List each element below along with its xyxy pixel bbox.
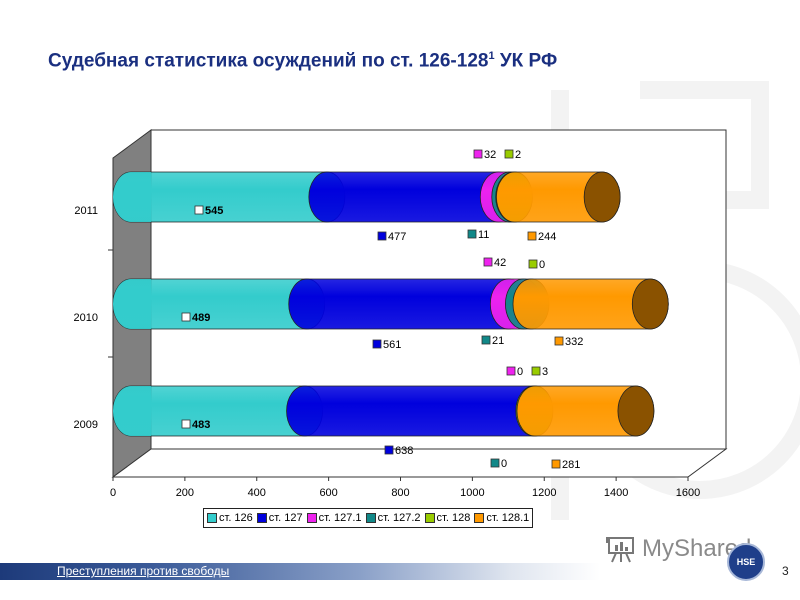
logo-label: HSE	[736, 557, 756, 567]
data-label: 477	[388, 231, 406, 243]
data-label-swatch	[504, 149, 514, 159]
data-label: 561	[383, 339, 401, 351]
data-label-swatch	[527, 231, 537, 241]
data-label: 21	[492, 335, 504, 347]
page-number: 3	[782, 564, 789, 578]
legend-item: ст. 127	[256, 512, 303, 524]
data-label-swatch	[506, 366, 516, 376]
bar-end-cap	[617, 385, 655, 437]
legend-item: ст. 127.2	[365, 512, 421, 524]
data-label: 489	[192, 312, 210, 324]
title-text: Судебная статистика осуждений по ст. 126…	[48, 50, 489, 72]
data-label-swatch	[194, 205, 204, 215]
legend-label: ст. 128	[436, 512, 471, 524]
data-label: 2	[515, 149, 521, 161]
category-label: 2009	[74, 419, 98, 431]
data-label: 3	[542, 366, 548, 378]
data-label: 483	[192, 419, 210, 431]
title-superscript: 1	[488, 50, 495, 62]
legend-swatch-icon	[306, 513, 317, 523]
data-label-swatch	[372, 339, 382, 349]
chart-floor	[111, 448, 728, 478]
data-label: 32	[484, 149, 496, 161]
data-label: 11	[478, 229, 489, 241]
chart-legend: ст. 126 ст. 127 ст. 127.1 ст. 127.2 ст. 128 с…	[203, 508, 534, 528]
x-tick-label: 800	[391, 487, 409, 499]
data-label: 638	[395, 445, 413, 457]
legend-swatch-icon	[474, 513, 485, 523]
presentation-board-icon	[606, 537, 634, 563]
x-tick-label: 1200	[532, 487, 556, 499]
legend-swatch-icon	[207, 513, 217, 523]
x-tick-label: 1000	[460, 487, 484, 499]
data-label-swatch	[181, 419, 191, 429]
legend-label: ст. 127	[268, 512, 303, 524]
data-label-swatch	[490, 458, 500, 468]
data-label-swatch	[528, 259, 538, 269]
title-tail: УК РФ	[494, 50, 558, 72]
x-tick-label: 0	[110, 487, 116, 499]
data-label-swatch	[531, 366, 541, 376]
data-label: 281	[562, 459, 580, 471]
x-tick-label: 600	[319, 487, 337, 499]
bar-end-cap	[631, 278, 669, 330]
legend-swatch-icon	[424, 513, 435, 523]
data-label-swatch	[384, 445, 394, 455]
legend-item: ст. 128.1	[474, 512, 529, 524]
legend-label: ст. 128.1	[486, 512, 530, 524]
data-label-swatch	[181, 312, 191, 322]
data-label-swatch	[554, 336, 564, 346]
legend-swatch-icon	[365, 513, 376, 523]
legend-label: ст. 127.1	[318, 512, 362, 524]
legend-label: ст. 127.2	[377, 512, 421, 524]
bar-segment	[286, 385, 553, 437]
data-label: 244	[538, 231, 556, 243]
data-label: 0	[501, 458, 507, 470]
bar-end-cap	[583, 171, 621, 223]
data-label: 332	[565, 336, 583, 348]
data-label: 545	[205, 205, 223, 217]
slide-title: Судебная статистика осуждений по ст. 126…	[48, 50, 557, 72]
hse-university-logo: HSE	[727, 543, 765, 581]
data-label: 42	[494, 257, 506, 269]
footer-band	[0, 563, 600, 580]
category-label: 2010	[74, 312, 98, 324]
legend-item: ст. 127.1	[306, 512, 362, 524]
data-label: 0	[517, 366, 523, 378]
data-label-swatch	[467, 229, 477, 239]
data-label: 0	[539, 259, 545, 271]
data-label-swatch	[473, 149, 483, 159]
data-label-swatch	[377, 231, 387, 241]
x-tick-label: 200	[176, 487, 194, 499]
legend-swatch-icon	[256, 513, 267, 523]
data-label-swatch	[483, 257, 493, 267]
footer-section-title: Преступления против свободы	[57, 564, 230, 578]
data-label-swatch	[481, 335, 491, 345]
legend-label: ст. 126	[219, 512, 253, 524]
x-tick-label: 1400	[604, 487, 628, 499]
data-label-swatch	[551, 459, 561, 469]
legend-item: ст. 128	[424, 512, 471, 524]
category-label: 2011	[74, 205, 98, 217]
legend-item: ст. 126	[207, 512, 253, 524]
x-tick-label: 1600	[676, 487, 700, 499]
x-tick-label: 400	[248, 487, 266, 499]
